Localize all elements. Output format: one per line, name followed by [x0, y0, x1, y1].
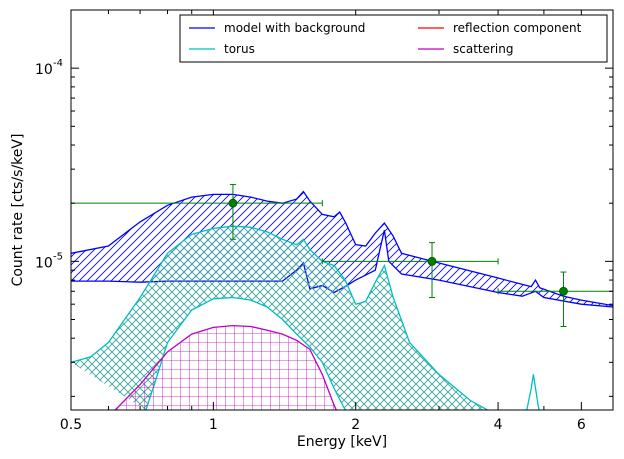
data-point-3: [497, 271, 614, 327]
legend-label-model: model with background: [224, 21, 365, 35]
torus-band-fill: [71, 226, 488, 410]
x-tick-label: 1: [209, 417, 218, 433]
ticks-layer: [70, 9, 614, 410]
legend-label-scattering: scattering: [453, 42, 514, 56]
model-band-upper: [71, 190, 613, 307]
x-tick-label: 6: [577, 417, 586, 433]
torus-band-upper: [71, 225, 488, 410]
torus-spike: [526, 374, 540, 410]
x-tick-label: 4: [494, 417, 503, 433]
x-axis-label: Energy [keV]: [297, 434, 387, 450]
legend-label-torus: torus: [224, 42, 255, 56]
scattering-band-upper: [114, 324, 337, 410]
y-tick-label: 10 -5: [35, 251, 63, 271]
data-marker: [228, 198, 238, 208]
data-marker: [559, 286, 568, 296]
lines-layer: [526, 374, 540, 410]
y-tick-label: 10 -4: [35, 58, 63, 78]
y-tick-exponent: -5: [53, 251, 63, 262]
scattering-band-fill: [115, 325, 337, 410]
data-marker: [427, 256, 437, 266]
x-tick-labels: 0.5 1 2 4 6: [60, 417, 586, 433]
y-tick-base: 10: [35, 255, 53, 271]
x-tick-label: 2: [351, 417, 360, 433]
data-layer: [70, 183, 614, 327]
y-tick-exponent: -4: [53, 58, 63, 69]
legend: model with background reflection compone…: [179, 14, 608, 63]
plot-frame: [70, 9, 614, 411]
torus-band-lower: [145, 296, 346, 410]
y-axis-label: Count rate [cts/s/keV]: [10, 134, 26, 287]
legend-label-reflection: reflection component: [453, 21, 582, 35]
legend-box: [179, 14, 608, 63]
x-tick-label: 0.5: [60, 417, 82, 433]
data-point-2: [321, 242, 499, 298]
y-tick-labels: 10-510-4: [35, 58, 63, 271]
bands-layer: [71, 190, 613, 410]
y-tick-base: 10: [35, 62, 53, 78]
